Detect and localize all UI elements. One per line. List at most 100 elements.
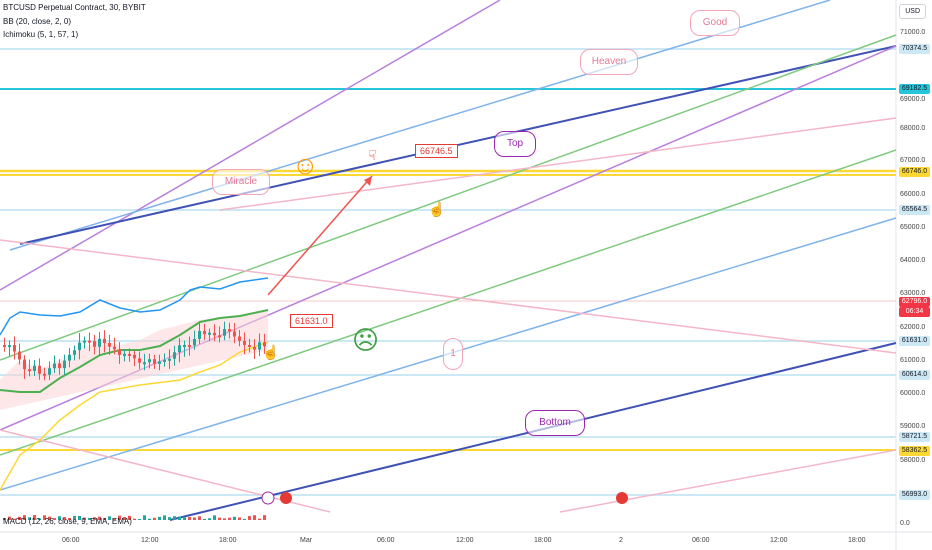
candle-body (213, 332, 216, 336)
macd-bar (73, 515, 76, 520)
candle-body (163, 359, 166, 362)
price-tick: 69000.0 (900, 96, 926, 103)
candle-body (223, 329, 226, 336)
candle-body (3, 345, 6, 347)
time-tick: 18:00 (848, 537, 866, 544)
hand-up-icon[interactable]: ☝ (428, 201, 446, 217)
callout-price-low[interactable]: 61631.0 (290, 314, 333, 328)
candle-body (93, 341, 96, 347)
time-tick: Mar (300, 537, 313, 544)
macd-bar (8, 516, 11, 520)
candle-body (173, 352, 176, 359)
trend-line-pink-up[interactable] (219, 117, 897, 211)
candle-body (198, 330, 201, 339)
macd-bar (193, 517, 196, 520)
projection-arrow[interactable] (267, 175, 373, 296)
candle-body (238, 336, 241, 341)
candle-body (8, 345, 11, 348)
macd-bar (253, 515, 256, 520)
event-lightning-icon[interactable] (261, 491, 275, 505)
macd-bar (23, 515, 26, 520)
candle-body (258, 342, 261, 350)
price-tick: 59000.0 (900, 423, 926, 430)
candle-body (158, 361, 161, 364)
trend-line-green-upper[interactable] (0, 34, 897, 361)
neutral-face-icon[interactable]: ☹ (352, 325, 380, 355)
trend-line-purple-upper[interactable] (0, 0, 501, 291)
trend-line-blue-upper[interactable] (9, 0, 831, 251)
candle-body (98, 338, 101, 347)
annotation-good[interactable]: Good (690, 10, 740, 36)
ichimoku-legend[interactable]: Ichimoku (5, 1, 57, 1) (3, 30, 79, 39)
trend-line-pink-lower[interactable] (0, 429, 331, 513)
hand-down-icon[interactable]: ☟ (368, 147, 377, 163)
ichimoku-lagging-span (0, 341, 269, 491)
candle-body (128, 353, 131, 356)
macd-bar (178, 516, 181, 520)
macd-bar (208, 518, 211, 520)
hand-point-icon[interactable]: ☝ (262, 344, 280, 360)
macd-bar (163, 515, 166, 520)
candle-body (13, 345, 16, 352)
macd-bar (118, 515, 121, 520)
callout-price-high[interactable]: 66746.5 (415, 144, 458, 158)
price-tick: 60000.0 (900, 390, 926, 397)
bb-upper-band (0, 277, 269, 336)
candle-body (253, 346, 256, 350)
candle-body (138, 358, 141, 363)
macd-bar (33, 515, 36, 520)
currency-button[interactable]: USD (899, 4, 926, 19)
macd-bar (213, 515, 216, 520)
macd-bar (28, 517, 31, 520)
macd-bar (138, 518, 141, 520)
annotation-bottom[interactable]: Bottom (525, 410, 585, 436)
trend-line-navy-upper[interactable] (19, 45, 897, 245)
candle-body (113, 346, 116, 350)
trend-line-green-lower[interactable] (0, 149, 897, 456)
candle-body (53, 363, 56, 369)
macd-legend[interactable]: MACD (12, 26, close, 9, EMA, EMA) (3, 517, 132, 526)
candle-body (88, 340, 91, 343)
macd-bar (133, 518, 136, 520)
macd-bar (158, 516, 161, 520)
candle-body (68, 354, 71, 361)
event-flag-icon-2[interactable] (616, 492, 628, 504)
price-tag-58721: 58721.5 (899, 432, 930, 442)
symbol-legend[interactable]: BTCUSD Perpetual Contract, 30, BYBIT (3, 3, 146, 12)
macd-bar (223, 518, 226, 520)
macd-bar (108, 516, 111, 520)
event-flag-icon[interactable] (280, 492, 292, 504)
macd-bar (233, 516, 236, 520)
price-tick: 66000.0 (900, 191, 926, 198)
price-tick: 65000.0 (900, 224, 926, 231)
bb-legend[interactable]: BB (20, close, 2, 0) (3, 17, 72, 26)
time-tick: 2 (619, 537, 623, 544)
trend-line-pink-down[interactable] (0, 239, 897, 354)
annotation-miracle[interactable]: Miracle (212, 169, 270, 195)
macd-bar (168, 517, 171, 520)
price-tag-56993: 56993.0 (899, 490, 930, 500)
candle-body (143, 362, 146, 365)
macd-bar (248, 516, 251, 520)
macd-bar (98, 516, 101, 520)
price-tag-66746: 66746.0 (899, 167, 930, 177)
macd-bar (63, 517, 66, 520)
macd-bar (58, 516, 61, 520)
time-tick: 06:00 (692, 537, 710, 544)
price-tag-70374: 70374.5 (899, 44, 930, 54)
smiley-face-icon[interactable]: ☺ (292, 150, 319, 180)
macd-bar (103, 517, 106, 520)
trend-line-pink-bottom[interactable] (559, 449, 897, 513)
price-tick: 64000.0 (900, 257, 926, 264)
candle-body (183, 345, 186, 348)
macd-bar (88, 517, 91, 520)
candle-body (108, 342, 111, 347)
annotation-one[interactable]: 1 (443, 338, 463, 370)
time-tick: 18:00 (534, 537, 552, 544)
time-tick: 06:00 (62, 537, 80, 544)
annotation-heaven[interactable]: Heaven (580, 49, 638, 75)
macd-bar (218, 517, 221, 520)
annotation-top[interactable]: Top (494, 131, 536, 157)
